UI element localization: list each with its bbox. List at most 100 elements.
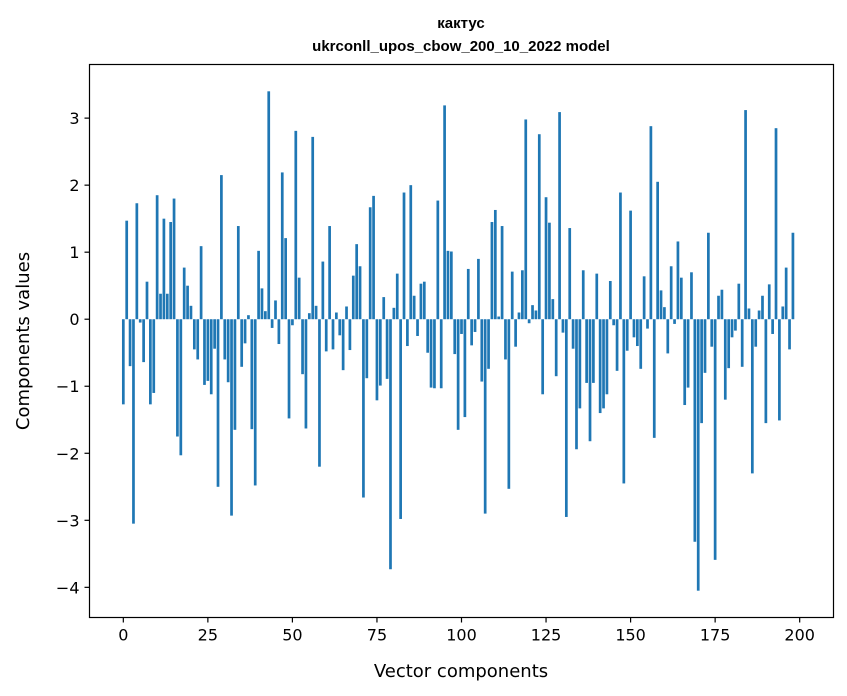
- bar-180: [730, 319, 734, 338]
- bar-165: [679, 277, 683, 320]
- bar-23: [199, 246, 203, 320]
- x-axis-label: Vector components: [374, 661, 548, 682]
- bar-194: [778, 319, 781, 421]
- bar-59: [321, 261, 325, 320]
- y-axis-label: Components values: [13, 252, 34, 430]
- bar-173: [707, 232, 710, 320]
- bar-18: [182, 267, 186, 320]
- bar-39: [253, 319, 257, 486]
- bar-3: [132, 319, 135, 524]
- bar-65: [341, 319, 345, 371]
- bar-74: [372, 195, 375, 320]
- bar-37: [247, 315, 250, 320]
- bar-112: [500, 226, 504, 320]
- bar-120: [527, 319, 531, 324]
- bar-118: [521, 270, 524, 320]
- bar-91: [429, 319, 433, 388]
- bar-80: [392, 307, 396, 320]
- bar-139: [592, 319, 595, 383]
- bar-126: [548, 222, 551, 320]
- bar-182: [737, 283, 741, 320]
- bar-67: [348, 319, 352, 351]
- bar-164: [676, 241, 680, 320]
- bar-196: [784, 267, 788, 320]
- bar-33: [233, 319, 237, 430]
- bar-110: [493, 209, 497, 320]
- y-tick-label: −3: [56, 511, 80, 530]
- bar-183: [740, 319, 744, 367]
- bar-177: [720, 289, 724, 320]
- chart-subtitle: ukrconll_upos_cbow_200_10_2022 model: [312, 38, 610, 55]
- bar-184: [744, 110, 747, 320]
- bar-158: [656, 181, 659, 320]
- bar-116: [514, 319, 517, 347]
- bar-146: [615, 319, 619, 371]
- bar-175: [713, 319, 717, 560]
- bar-83: [402, 192, 406, 320]
- bar-15: [172, 198, 176, 320]
- bar-179: [727, 319, 731, 369]
- bar-32: [230, 319, 233, 516]
- bar-136: [581, 270, 585, 320]
- bar-57: [314, 305, 318, 320]
- bar-82: [399, 319, 402, 519]
- bar-161: [666, 319, 670, 354]
- bar-99: [456, 319, 460, 430]
- bar-49: [287, 319, 291, 419]
- bar-153: [639, 319, 643, 369]
- bar-89: [422, 281, 426, 320]
- bar-11: [159, 293, 162, 320]
- bar-176: [717, 295, 720, 320]
- bar-140: [595, 273, 599, 320]
- bar-104: [473, 319, 477, 332]
- y-tick-label: 3: [69, 109, 79, 128]
- bar-107: [483, 319, 487, 514]
- bar-34: [236, 226, 240, 320]
- bar-81: [395, 273, 399, 320]
- bar-55: [307, 313, 311, 320]
- bar-28: [216, 319, 220, 487]
- bar-178: [723, 319, 727, 400]
- bar-26: [209, 319, 213, 395]
- bar-54: [304, 319, 308, 429]
- bar-86: [412, 295, 416, 320]
- bar-123: [537, 134, 541, 320]
- bar-19: [186, 285, 189, 320]
- x-tick-label: 125: [531, 626, 562, 645]
- bar-53: [301, 319, 304, 375]
- bar-16: [176, 319, 179, 437]
- bar-8: [149, 319, 152, 405]
- x-tick-label: 25: [198, 626, 218, 645]
- bar-127: [551, 299, 555, 320]
- y-tick-label: −1: [56, 377, 80, 396]
- bar-87: [416, 319, 419, 336]
- bar-172: [703, 319, 707, 373]
- bar-186: [750, 319, 754, 474]
- bar-185: [747, 308, 751, 320]
- bar-13: [165, 293, 169, 320]
- bar-75: [375, 319, 379, 401]
- bar-90: [426, 319, 430, 353]
- bar-125: [544, 197, 548, 320]
- bar-102: [466, 268, 470, 320]
- bar-38: [250, 319, 254, 430]
- plot-area-frame: [88, 63, 835, 619]
- bar-42: [264, 311, 267, 320]
- bar-131: [564, 319, 568, 517]
- bar-101: [463, 319, 467, 418]
- bar-128: [554, 319, 558, 377]
- bar-71: [362, 319, 365, 498]
- bar-124: [541, 319, 545, 395]
- bar-52: [297, 277, 301, 320]
- y-tick-label: 0: [69, 310, 79, 329]
- bar-9: [152, 319, 156, 393]
- bar-145: [612, 319, 616, 326]
- bar-113: [504, 319, 507, 360]
- bar-198: [791, 232, 795, 320]
- bar-121: [531, 305, 534, 320]
- bar-22: [196, 319, 200, 360]
- bar-150: [629, 210, 632, 320]
- bar-7: [145, 281, 149, 320]
- bar-134: [575, 319, 578, 450]
